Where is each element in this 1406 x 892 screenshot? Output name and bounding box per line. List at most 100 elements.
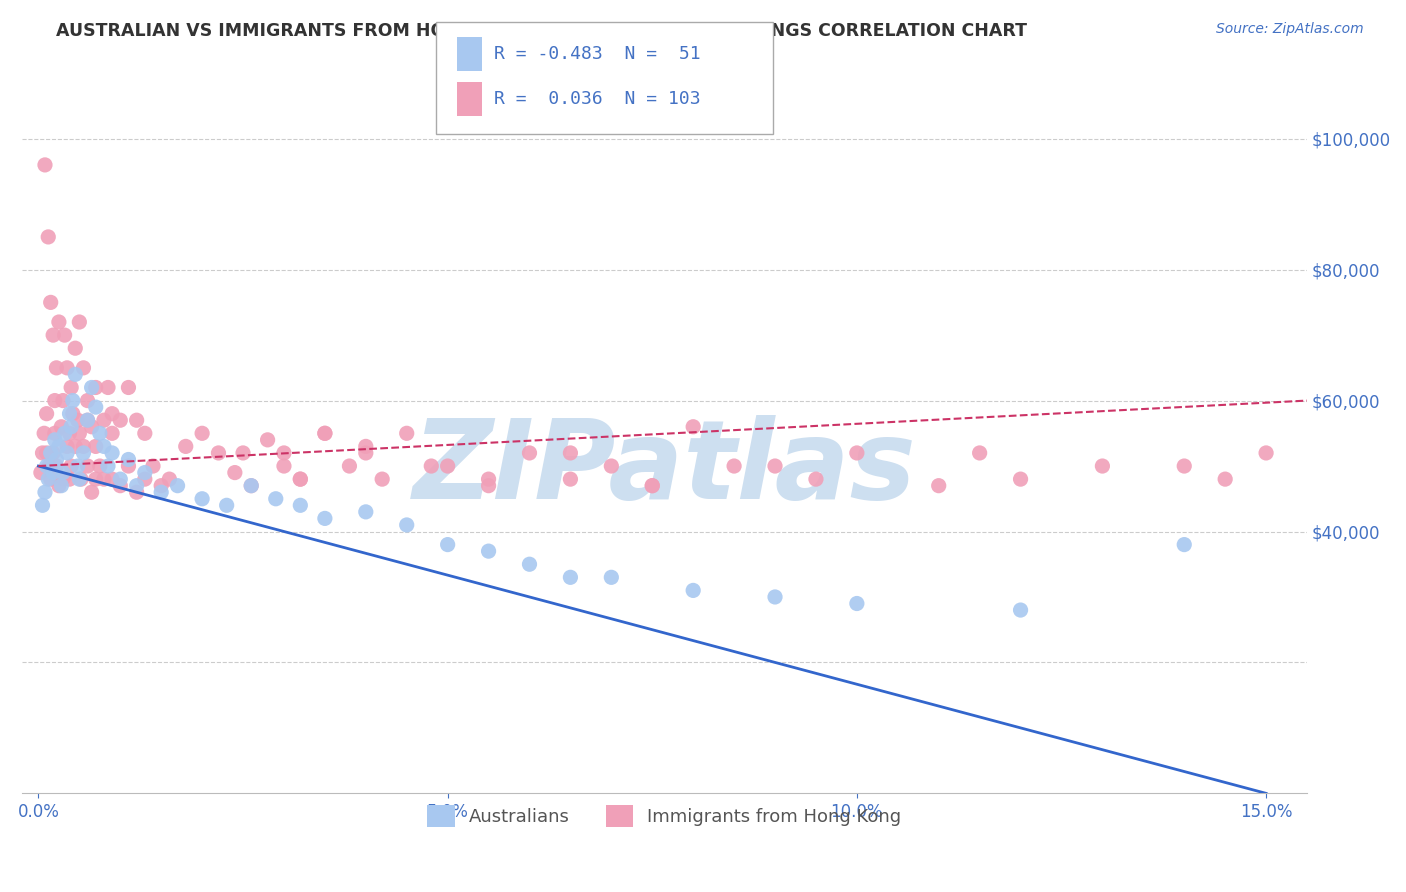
Point [290,472,312,486]
Point [600,570,623,584]
Point [314,426,336,441]
Point [52,393,75,408]
Point [45,452,67,467]
Point [67,472,90,486]
Point [519,446,541,460]
Point [969,446,991,460]
Point [804,472,827,486]
Point [1213,472,1236,486]
Point [845,597,868,611]
Point [67,315,90,329]
Point [44,426,66,441]
Point [66,458,89,473]
Point [224,466,246,480]
Point [477,472,499,486]
Point [763,590,786,604]
Point [48,315,70,329]
Point [682,419,704,434]
Point [97,458,120,473]
Point [273,458,295,473]
Point [48,478,70,492]
Point [93,439,115,453]
Point [477,544,499,558]
Point [65,439,87,453]
Point [42,446,65,460]
Point [84,439,107,453]
Point [1173,538,1195,552]
Point [89,458,111,473]
Point [290,498,312,512]
Point [93,413,115,427]
Point [72,360,94,375]
Point [89,426,111,441]
Point [39,446,62,460]
Point [420,458,443,473]
Point [53,328,76,343]
Point [125,413,148,427]
Point [232,446,254,460]
Point [395,518,418,533]
Point [72,446,94,460]
Point [31,446,53,460]
Point [928,478,950,492]
Point [215,498,238,512]
Point [93,472,115,486]
Point [60,458,83,473]
Text: Source: ZipAtlas.com: Source: ZipAtlas.com [1216,22,1364,37]
Point [35,407,58,421]
Point [101,472,124,486]
Point [58,472,80,486]
Point [125,485,148,500]
Point [48,439,70,453]
Point [34,158,56,172]
Point [314,511,336,525]
Text: ZIPatlas: ZIPatlas [412,415,917,522]
Point [477,478,499,492]
Point [80,380,103,394]
Point [560,472,582,486]
Point [39,472,62,486]
Point [101,446,124,460]
Point [60,380,83,394]
Point [84,400,107,414]
Point [39,295,62,310]
Point [42,466,65,480]
Point [371,472,394,486]
Legend: Australians, Immigrants from Hong Kong: Australians, Immigrants from Hong Kong [420,797,908,834]
Point [44,433,66,447]
Point [1010,603,1032,617]
Point [38,458,60,473]
Point [84,472,107,486]
Point [32,426,55,441]
Point [395,426,418,441]
Point [37,472,59,486]
Point [314,426,336,441]
Point [191,426,214,441]
Point [34,485,56,500]
Point [101,407,124,421]
Point [76,393,98,408]
Text: AUSTRALIAN VS IMMIGRANTS FROM HONG KONG MEDIAN FEMALE EARNINGS CORRELATION CHART: AUSTRALIAN VS IMMIGRANTS FROM HONG KONG … [56,22,1028,40]
Point [560,570,582,584]
Point [80,485,103,500]
Point [436,458,458,473]
Point [264,491,287,506]
Point [67,426,90,441]
Point [35,458,58,473]
Point [134,466,156,480]
Point [76,413,98,427]
Point [174,439,197,453]
Point [290,472,312,486]
Point [191,491,214,506]
Point [207,446,229,460]
Point [723,458,745,473]
Point [641,478,664,492]
Point [157,472,180,486]
Text: R = -0.483  N =  51: R = -0.483 N = 51 [494,45,700,63]
Point [1173,458,1195,473]
Point [354,505,377,519]
Point [42,328,65,343]
Point [60,419,83,434]
Point [560,446,582,460]
Point [51,419,73,434]
